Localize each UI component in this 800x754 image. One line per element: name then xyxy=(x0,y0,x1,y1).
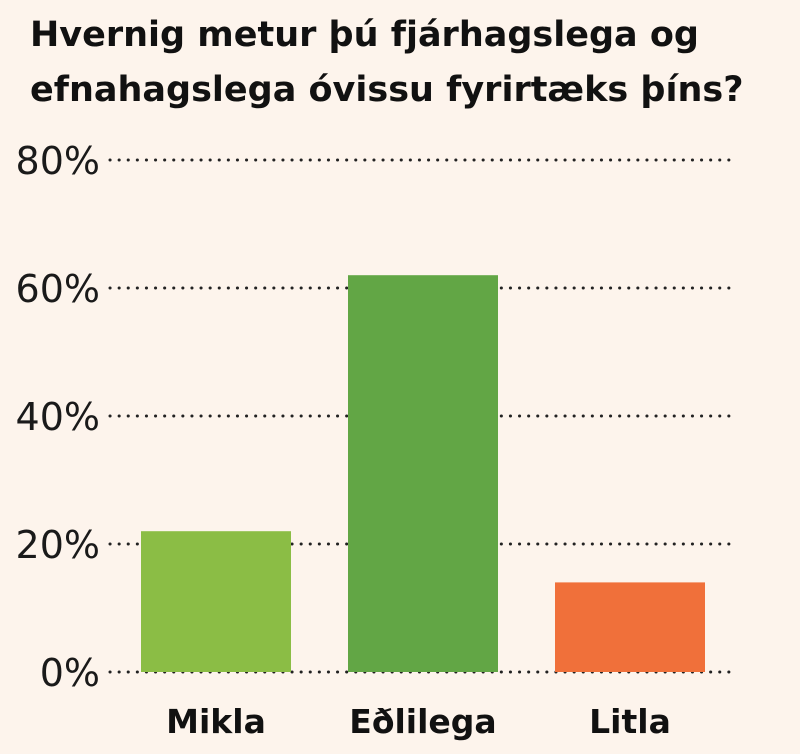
bars xyxy=(141,275,705,672)
bar-litla xyxy=(555,582,705,672)
x-axis-labels: Mikla Eðlilega Litla xyxy=(166,702,671,741)
y-tick-label: 20% xyxy=(16,523,100,567)
bar-mikla xyxy=(141,531,291,672)
y-tick-label: 60% xyxy=(16,267,100,311)
x-category-label: Eðlilega xyxy=(349,702,496,741)
y-tick-label: 0% xyxy=(40,651,100,695)
y-tick-label: 80% xyxy=(16,139,100,183)
chart-title: Hvernig metur þú fjárhagslega og efnahag… xyxy=(30,15,744,110)
y-axis-ticks: 0% 20% 40% 60% 80% xyxy=(16,139,100,695)
x-category-label: Mikla xyxy=(166,702,266,741)
chart-title-line-2: efnahagslega óvissu fyrirtæks þíns? xyxy=(30,70,744,110)
y-tick-label: 40% xyxy=(16,395,100,439)
chart-title-line-1: Hvernig metur þú fjárhagslega og xyxy=(30,15,699,55)
bar-eðlilega xyxy=(348,275,498,672)
x-category-label: Litla xyxy=(589,702,671,741)
